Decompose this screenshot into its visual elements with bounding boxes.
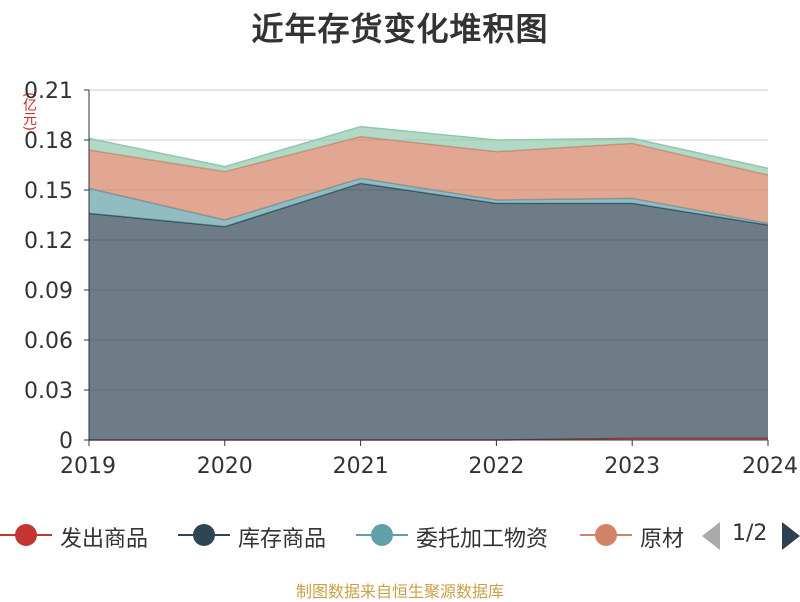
legend-dot-icon: [15, 524, 37, 546]
legend-label: 发出商品: [60, 521, 148, 553]
legend-label: 委托加工物资: [416, 521, 548, 553]
y-tick-label: 0.09: [24, 279, 73, 304]
x-tick-label: 2020: [197, 454, 253, 479]
x-tick-label: 2019: [60, 454, 116, 479]
legend-dot-icon: [193, 524, 215, 546]
pager-text: 1/2: [732, 518, 767, 550]
x-tick-label: 2022: [468, 454, 524, 479]
legend-item-yuancai[interactable]: 原材: [580, 515, 690, 555]
pager-prev-icon[interactable]: [702, 522, 720, 550]
legend-label: 库存商品: [238, 521, 326, 553]
pager-next-icon[interactable]: [782, 522, 800, 550]
x-tick-label: 2024: [742, 454, 798, 479]
y-tick-label: 0.18: [24, 129, 73, 154]
x-tick-label: 2021: [333, 454, 389, 479]
legend-label: 原材: [640, 521, 684, 553]
legend: 发出商品 库存商品 委托加工物资 原材: [0, 515, 800, 555]
y-tick-label: 0.15: [24, 179, 73, 204]
x-tick-label: 2023: [604, 454, 660, 479]
legend-dot-icon: [371, 524, 393, 546]
y-tick-label: 0: [59, 429, 73, 454]
y-tick-label: 0.21: [24, 79, 73, 104]
y-tick-label: 0.03: [24, 379, 73, 404]
data-source-note: 制图数据来自恒生聚源数据库: [0, 578, 800, 602]
y-tick-label: 0.12: [24, 229, 73, 254]
y-tick-label: 0.06: [24, 329, 73, 354]
legend-dot-icon: [595, 524, 617, 546]
